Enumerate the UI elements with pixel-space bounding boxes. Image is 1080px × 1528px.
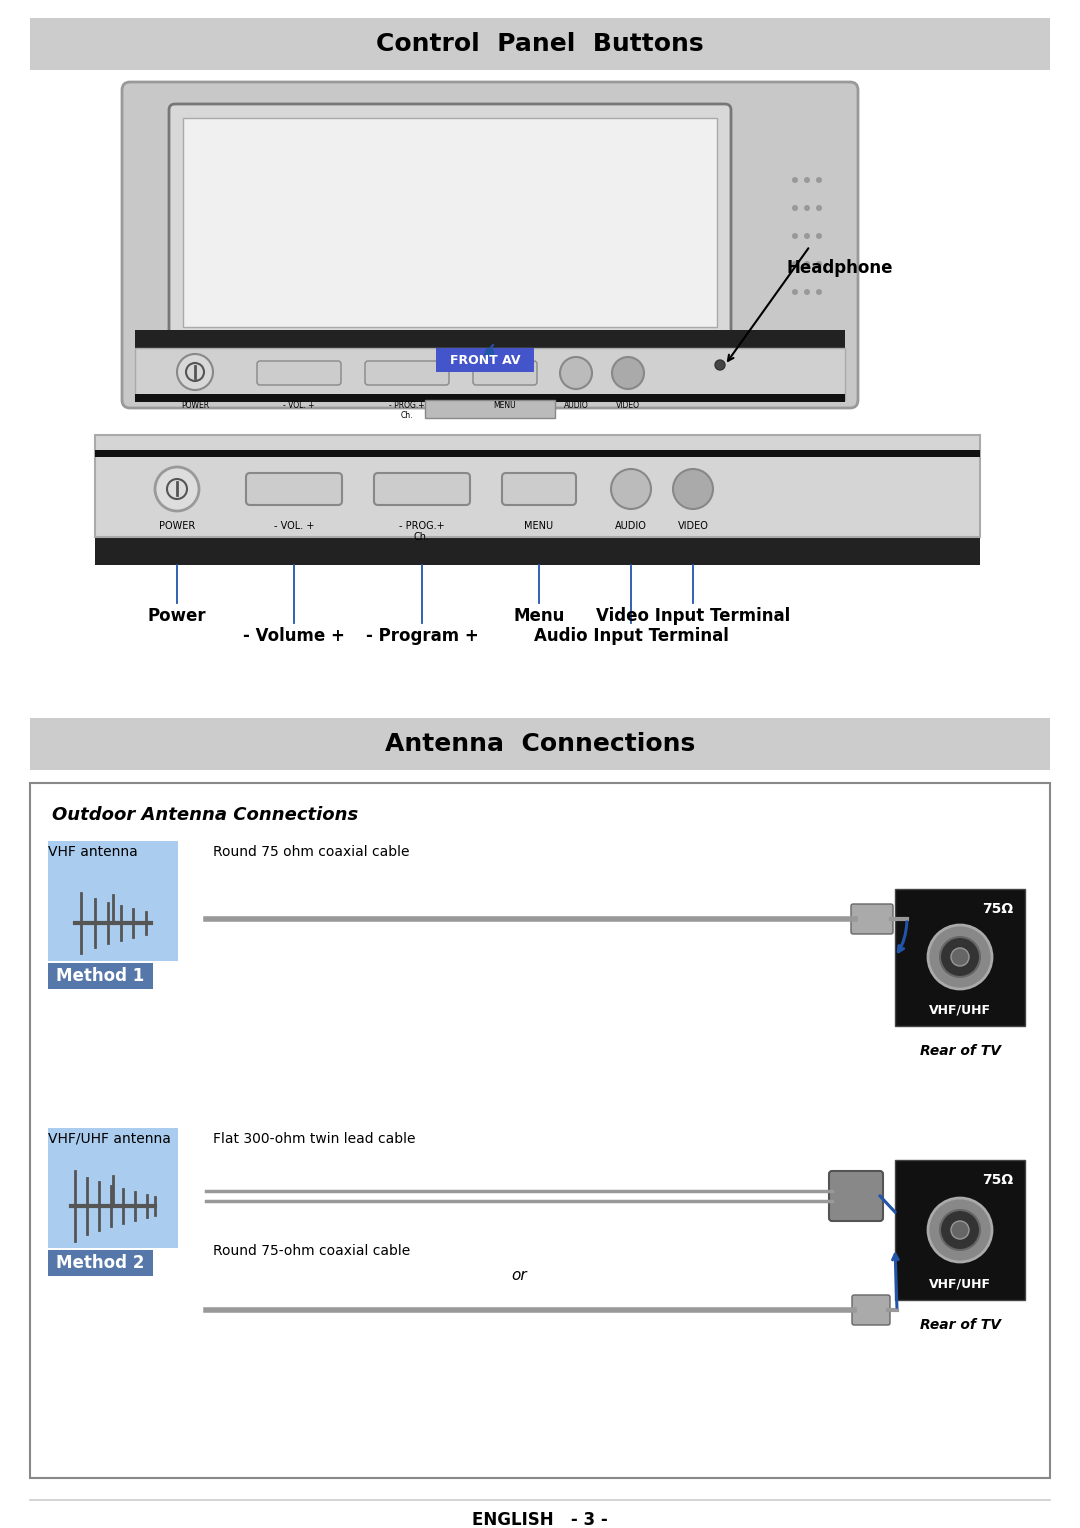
Circle shape — [804, 261, 810, 267]
Text: Method 1: Method 1 — [56, 967, 144, 986]
FancyBboxPatch shape — [374, 474, 470, 504]
Circle shape — [792, 205, 798, 211]
Text: Round 75 ohm coaxial cable: Round 75 ohm coaxial cable — [213, 845, 409, 859]
Text: VHF/UHF: VHF/UHF — [929, 1004, 991, 1016]
FancyBboxPatch shape — [257, 361, 341, 385]
Circle shape — [561, 358, 592, 390]
Text: ENGLISH   - 3 -: ENGLISH - 3 - — [472, 1511, 608, 1528]
Circle shape — [177, 354, 213, 390]
Circle shape — [816, 261, 822, 267]
Text: VIDEO: VIDEO — [616, 400, 640, 410]
Text: - PROG.+
Ch.: - PROG.+ Ch. — [389, 400, 424, 420]
Text: Flat 300-ohm twin lead cable: Flat 300-ohm twin lead cable — [213, 1132, 416, 1146]
Text: MENU: MENU — [494, 400, 516, 410]
Circle shape — [940, 937, 980, 976]
Text: - PROG.+
Ch.: - PROG.+ Ch. — [400, 521, 445, 542]
Circle shape — [816, 177, 822, 183]
FancyBboxPatch shape — [48, 1250, 153, 1276]
Text: VIDEO: VIDEO — [677, 521, 708, 532]
FancyBboxPatch shape — [48, 963, 153, 989]
FancyBboxPatch shape — [122, 83, 858, 408]
FancyBboxPatch shape — [502, 474, 576, 504]
FancyBboxPatch shape — [246, 474, 342, 504]
Text: 75Ω: 75Ω — [982, 1174, 1013, 1187]
Text: Antenna  Connections: Antenna Connections — [384, 732, 696, 756]
Circle shape — [816, 205, 822, 211]
Circle shape — [611, 469, 651, 509]
Bar — [95, 451, 980, 457]
Bar — [895, 1160, 1025, 1300]
Circle shape — [804, 177, 810, 183]
Circle shape — [928, 924, 993, 989]
FancyBboxPatch shape — [183, 118, 717, 327]
Circle shape — [792, 289, 798, 295]
Circle shape — [816, 232, 822, 238]
Bar — [426, 400, 555, 419]
Circle shape — [792, 232, 798, 238]
FancyBboxPatch shape — [30, 18, 1050, 70]
Text: VHF/UHF: VHF/UHF — [929, 1277, 991, 1291]
Text: Method 2: Method 2 — [56, 1254, 145, 1271]
Text: Outdoor Antenna Connections: Outdoor Antenna Connections — [52, 805, 359, 824]
Text: Headphone: Headphone — [786, 260, 893, 277]
Text: AUDIO: AUDIO — [616, 521, 647, 532]
FancyBboxPatch shape — [365, 361, 449, 385]
Circle shape — [792, 261, 798, 267]
Bar — [48, 1128, 178, 1248]
Bar — [95, 435, 980, 536]
Circle shape — [673, 469, 713, 509]
Circle shape — [715, 361, 725, 370]
Bar — [48, 840, 178, 961]
Text: POWER: POWER — [159, 521, 195, 532]
Circle shape — [940, 1210, 980, 1250]
Text: - Volume +: - Volume + — [243, 626, 345, 645]
FancyBboxPatch shape — [829, 1170, 883, 1221]
Text: - Program +: - Program + — [366, 626, 478, 645]
Text: FRONT AV: FRONT AV — [449, 353, 521, 367]
Text: AUDIO: AUDIO — [564, 400, 589, 410]
Text: POWER: POWER — [181, 400, 210, 410]
Bar — [135, 348, 845, 400]
Text: Power: Power — [148, 607, 206, 625]
FancyBboxPatch shape — [30, 782, 1050, 1478]
FancyBboxPatch shape — [473, 361, 537, 385]
Text: Round 75-ohm coaxial cable: Round 75-ohm coaxial cable — [213, 1244, 410, 1258]
Circle shape — [951, 1221, 969, 1239]
Text: - VOL. +: - VOL. + — [283, 400, 314, 410]
Text: MENU: MENU — [525, 521, 554, 532]
Text: Video Input Terminal: Video Input Terminal — [596, 607, 791, 625]
Circle shape — [951, 947, 969, 966]
Bar — [95, 536, 980, 565]
Bar — [895, 889, 1025, 1025]
Bar — [135, 330, 845, 348]
FancyBboxPatch shape — [436, 348, 534, 371]
Circle shape — [792, 177, 798, 183]
Text: 75Ω: 75Ω — [982, 902, 1013, 915]
Circle shape — [928, 1198, 993, 1262]
Circle shape — [804, 232, 810, 238]
Circle shape — [804, 289, 810, 295]
Text: or: or — [511, 1268, 527, 1284]
Circle shape — [156, 468, 199, 510]
FancyBboxPatch shape — [30, 718, 1050, 770]
Text: VHF/UHF antenna: VHF/UHF antenna — [48, 1132, 171, 1146]
Text: Rear of TV: Rear of TV — [919, 1044, 1000, 1057]
Text: Menu: Menu — [513, 607, 565, 625]
FancyBboxPatch shape — [852, 1296, 890, 1325]
Circle shape — [612, 358, 644, 390]
Circle shape — [804, 205, 810, 211]
Text: Rear of TV: Rear of TV — [919, 1319, 1000, 1332]
Bar — [135, 394, 845, 402]
Text: - VOL. +: - VOL. + — [274, 521, 314, 532]
FancyBboxPatch shape — [168, 104, 731, 341]
Text: VHF antenna: VHF antenna — [48, 845, 138, 859]
Text: Control  Panel  Buttons: Control Panel Buttons — [376, 32, 704, 57]
FancyBboxPatch shape — [851, 905, 893, 934]
Circle shape — [816, 289, 822, 295]
Text: Audio Input Terminal: Audio Input Terminal — [534, 626, 728, 645]
